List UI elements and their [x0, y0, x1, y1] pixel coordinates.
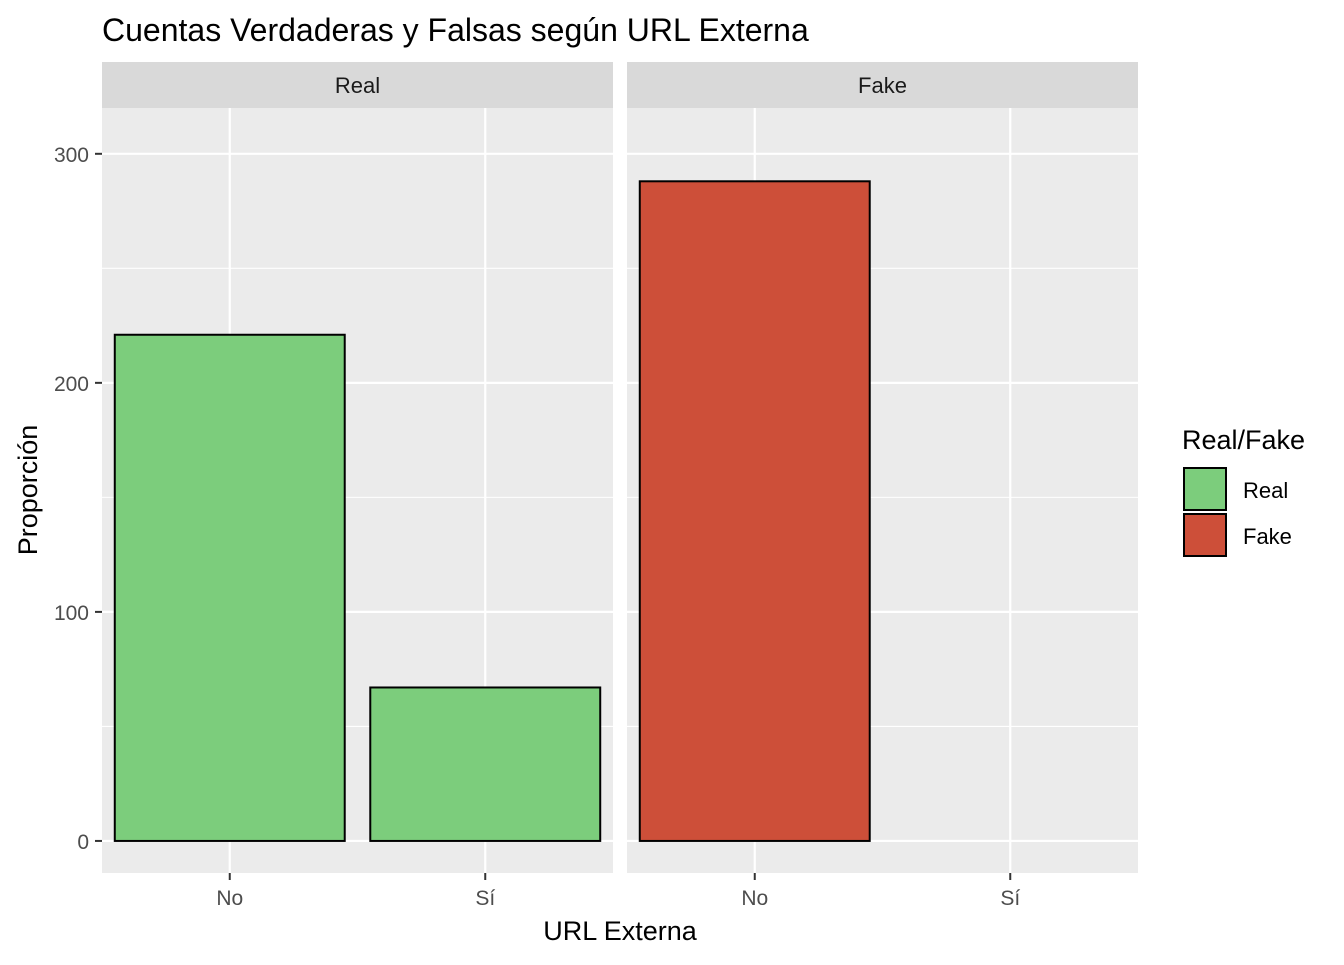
x-tick-label: Sí: [1000, 887, 1020, 910]
bar-fake-no: [638, 180, 871, 842]
legend-title: Real/Fake: [1182, 425, 1305, 455]
facet-strip: [627, 62, 1138, 108]
legend-label-real: Real: [1243, 478, 1288, 503]
legend-key-real: [1183, 467, 1227, 511]
y-tick-label: 300: [54, 144, 89, 167]
y-axis: 0 100 200 300: [54, 144, 102, 854]
y-tick-label: 100: [54, 602, 89, 625]
bar-real-si: [369, 686, 602, 842]
legend-label-fake: Fake: [1243, 524, 1292, 549]
x-tick-label: No: [216, 887, 243, 910]
facet-panels: Real No Sí Fake No Sí: [102, 62, 1138, 910]
chart-title: Cuentas Verdaderas y Falsas según URL Ex…: [102, 12, 809, 48]
x-axis-title: URL Externa: [543, 916, 698, 946]
legend-key-fake: [1183, 513, 1227, 557]
facet-strip-label: Fake: [858, 73, 907, 98]
x-tick-label: No: [741, 887, 768, 910]
facet-panel-real: Real No Sí: [102, 62, 613, 910]
facet-panel-fake: Fake No Sí: [627, 62, 1138, 910]
facet-strip: [102, 62, 613, 108]
y-tick-label: 0: [77, 831, 89, 854]
y-axis-title: Proporción: [13, 425, 43, 556]
bar-real-no: [113, 333, 346, 842]
x-tick-label: Sí: [475, 887, 495, 910]
legend: Real/Fake Real Fake: [1182, 425, 1305, 557]
y-tick-label: 200: [54, 373, 89, 396]
facet-strip-label: Real: [335, 73, 380, 98]
